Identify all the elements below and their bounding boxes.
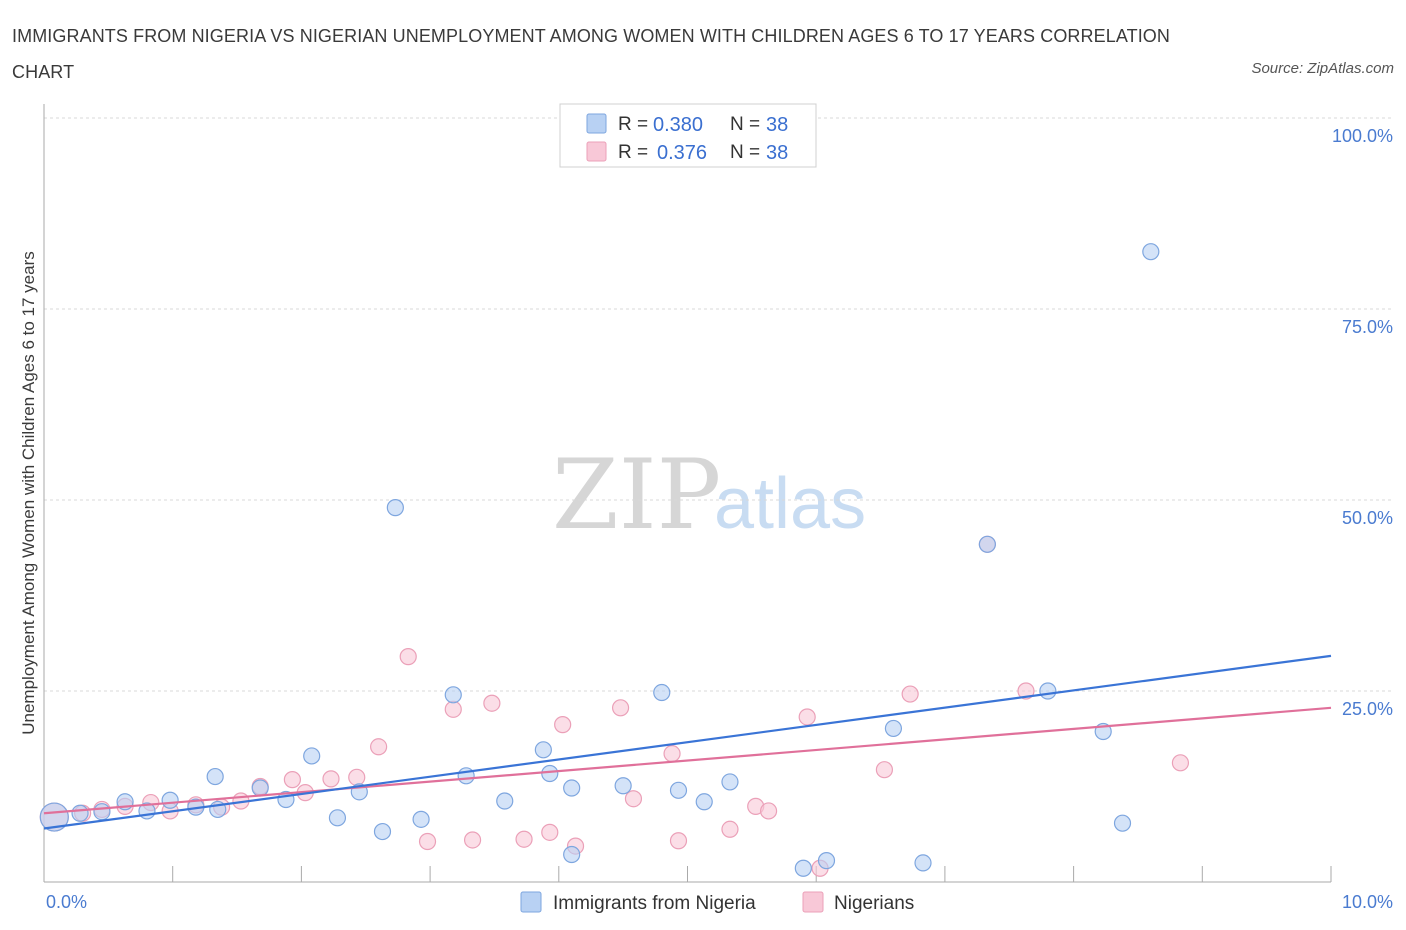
immigrants-point [534, 741, 552, 759]
y-tick-label: 100.0% [1332, 126, 1393, 146]
immigrants-point [653, 683, 671, 702]
nigerians-point [798, 708, 816, 726]
legend-n-label-2: N = [730, 142, 760, 163]
y-axis-title: Unemployment Among Women with Children A… [19, 251, 38, 735]
immigrants-point [614, 777, 632, 795]
immigrants-point [978, 535, 996, 553]
immigrants-point [412, 810, 430, 828]
nigerians-point [283, 771, 301, 789]
x-axis-ticks [172, 866, 1332, 882]
nigerians-point [444, 700, 462, 718]
immigrants-point [328, 809, 347, 827]
nigerians-point [611, 699, 630, 717]
legend-n-value-1: 38 [766, 114, 788, 136]
immigrants-point [444, 686, 462, 704]
x-tick-label-min: 0.0% [46, 892, 87, 912]
immigrants-point [161, 791, 179, 809]
nigerians-point [759, 802, 778, 820]
immigrants-point [373, 822, 392, 841]
nigerians-point [348, 768, 366, 786]
legend-n-label-1: N = [730, 114, 760, 135]
legend-bottom-swatch-immigrants [520, 891, 542, 913]
legend-bottom-label-immigrants: Immigrants from Nigeria [553, 893, 756, 914]
y-tick-label: 75.0% [1342, 317, 1393, 337]
x-tick-label-max: 10.0% [1342, 892, 1393, 912]
nigerians-point [418, 832, 437, 851]
immigrants-point [496, 792, 514, 810]
immigrants-point [71, 804, 89, 822]
immigrants-point [1039, 682, 1057, 700]
legend-swatch-immigrants [586, 113, 607, 134]
watermark-atlas: atlas [714, 464, 866, 544]
nigerians-point [663, 745, 681, 763]
legend-bottom-label-nigerians: Nigerians [834, 893, 914, 914]
nigerians-point [669, 832, 688, 850]
trend-lines [43, 654, 1332, 830]
trend-line-immigrants [43, 654, 1332, 830]
legend-top: R = 0.380 N = 38 R = 0.376 N = 38 [559, 103, 817, 168]
immigrants-point [1113, 814, 1132, 832]
immigrants-point [884, 719, 903, 738]
immigrants-point [39, 802, 69, 832]
immigrants-point [386, 499, 404, 517]
nigerians-point [322, 770, 340, 788]
legend-r-label-1: R = [618, 114, 648, 135]
legend-r-value-2: 0.376 [657, 142, 707, 164]
immigrants-point [721, 773, 739, 791]
y-tick-labels: 25.0% 50.0% 75.0% 100.0% [1332, 126, 1393, 719]
legend-n-value-2: 38 [766, 142, 788, 164]
nigerians-point [370, 738, 388, 756]
nigerians-point [1017, 682, 1035, 700]
nigerians-point [624, 790, 643, 808]
watermark-zip: ZIP [552, 439, 721, 551]
immigrants-point [563, 779, 581, 797]
series-immigrants-points [39, 243, 1160, 877]
y-tick-label: 25.0% [1342, 699, 1393, 719]
nigerians-point [875, 761, 894, 779]
nigerians-point [515, 830, 533, 848]
grid-lines [44, 117, 1392, 692]
nigerians-point [1171, 754, 1190, 772]
immigrants-point [206, 767, 224, 786]
immigrants-point [817, 852, 836, 870]
nigerians-point [463, 831, 482, 849]
immigrants-point [93, 803, 111, 821]
trend-line-nigerians [43, 706, 1332, 815]
immigrants-point [251, 779, 269, 797]
nigerians-point [721, 820, 739, 838]
immigrants-point [669, 781, 688, 799]
chart-title: IMMIGRANTS FROM NIGERIA VS NIGERIAN UNEM… [12, 26, 1171, 82]
legend-r-value-1: 0.380 [653, 114, 703, 136]
source-label: Source: ZipAtlas.com [1251, 60, 1394, 77]
immigrants-point [794, 859, 812, 877]
legend-r-label-2: R = [618, 142, 648, 163]
legend-bottom-swatch-nigerians [802, 891, 824, 913]
legend-swatch-nigerians [586, 141, 607, 162]
y-tick-label: 50.0% [1342, 508, 1393, 528]
legend-bottom: Immigrants from Nigeria Nigerians [520, 891, 914, 914]
nigerians-point [554, 716, 572, 734]
immigrants-point [541, 764, 559, 783]
nigerians-point [483, 694, 501, 712]
nigerians-point [541, 823, 559, 841]
immigrants-point [695, 793, 713, 811]
immigrants-point [303, 747, 321, 765]
series-nigerians-points [39, 535, 1190, 877]
immigrants-point [1142, 243, 1160, 261]
immigrants-point [563, 845, 581, 864]
nigerians-point [901, 685, 919, 703]
nigerians-point [399, 648, 417, 666]
immigrants-point [914, 854, 932, 872]
